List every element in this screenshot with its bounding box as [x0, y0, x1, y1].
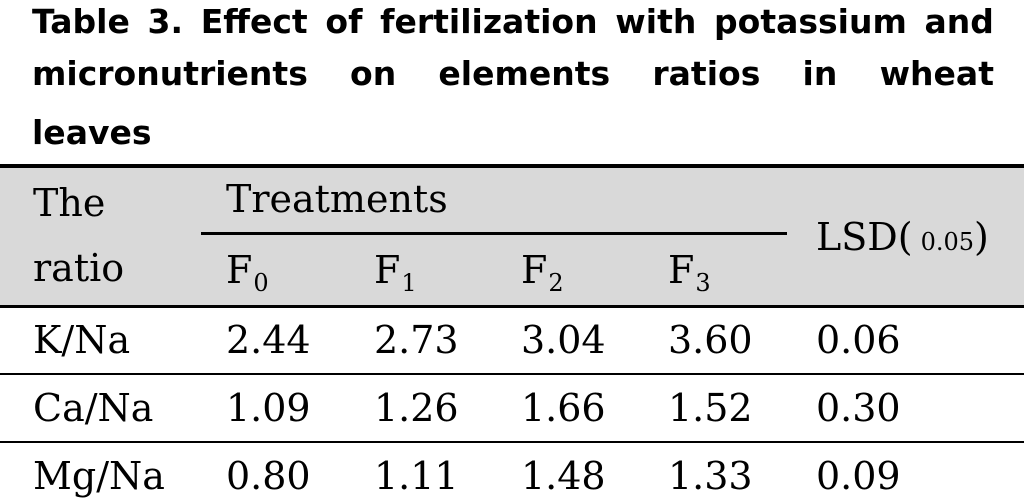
caption-word: of	[325, 2, 363, 41]
col-subscript: 2	[548, 269, 564, 297]
caption-word: Table	[32, 2, 130, 41]
lsd-label: LSD(	[816, 215, 913, 259]
table-cell: 1.66	[521, 386, 606, 430]
table-cell: 1.11	[374, 454, 459, 498]
caption-word: 3.	[147, 2, 184, 41]
col-label: F	[226, 248, 253, 292]
row-divider	[0, 373, 1024, 375]
caption-word: ratios	[652, 54, 761, 93]
col-label: F	[374, 248, 401, 292]
header-treatments: Treatments	[226, 177, 448, 221]
table-cell: 1.09	[226, 386, 311, 430]
table-cell: 1.52	[668, 386, 753, 430]
treatments-underline	[201, 232, 787, 235]
caption-word: leaves	[32, 113, 152, 152]
row-label: K/Na	[33, 318, 131, 362]
header-col-f3: F3	[668, 248, 711, 295]
caption-word: Effect	[200, 2, 308, 41]
table-cell: 3.60	[668, 318, 753, 362]
header-lsd: LSD(0.05)	[816, 218, 989, 256]
table-cell: 0.80	[226, 454, 311, 498]
table-header-background	[0, 166, 1024, 307]
table-cell: 3.04	[521, 318, 606, 362]
header-ratio-line2: ratio	[33, 246, 125, 290]
col-subscript: 0	[253, 269, 269, 297]
row-divider	[0, 441, 1024, 443]
caption-word: potassium	[714, 2, 907, 41]
caption-word: on	[350, 54, 397, 93]
table-top-rule	[0, 164, 1024, 168]
header-ratio-line1: The	[33, 181, 106, 225]
row-label: Ca/Na	[33, 386, 154, 430]
lsd-subscript: 0.05	[920, 228, 974, 256]
header-bottom-rule	[0, 305, 1024, 308]
caption-word: wheat	[879, 54, 994, 93]
caption-word: fertilization	[380, 2, 598, 41]
lsd-cell: 0.06	[816, 318, 901, 362]
col-label: F	[668, 248, 695, 292]
table-cell: 2.73	[374, 318, 459, 362]
lsd-cell: 0.09	[816, 454, 901, 498]
lsd-close: )	[974, 215, 989, 259]
caption-line-3: leaves	[32, 103, 994, 162]
caption-word: in	[802, 54, 838, 93]
table-caption: Table 3. Effect of fertilization with po…	[32, 0, 994, 162]
caption-word: with	[615, 2, 697, 41]
row-label: Mg/Na	[33, 454, 165, 498]
caption-word: elements	[438, 54, 611, 93]
caption-line-1: Table 3. Effect of fertilization with po…	[32, 0, 994, 44]
caption-word: micronutrients	[32, 54, 308, 93]
caption-word: and	[924, 2, 994, 41]
lsd-cell: 0.30	[816, 386, 901, 430]
table-cell: 1.33	[668, 454, 753, 498]
table-cell: 1.26	[374, 386, 459, 430]
col-subscript: 1	[401, 269, 417, 297]
header-col-f2: F2	[521, 248, 564, 295]
header-col-f0: F0	[226, 248, 269, 295]
col-label: F	[521, 248, 548, 292]
col-subscript: 3	[695, 269, 711, 297]
header-col-f1: F1	[374, 248, 417, 295]
table-cell: 1.48	[521, 454, 606, 498]
caption-line-2: micronutrients on elements ratios in whe…	[32, 44, 994, 103]
table-cell: 2.44	[226, 318, 311, 362]
